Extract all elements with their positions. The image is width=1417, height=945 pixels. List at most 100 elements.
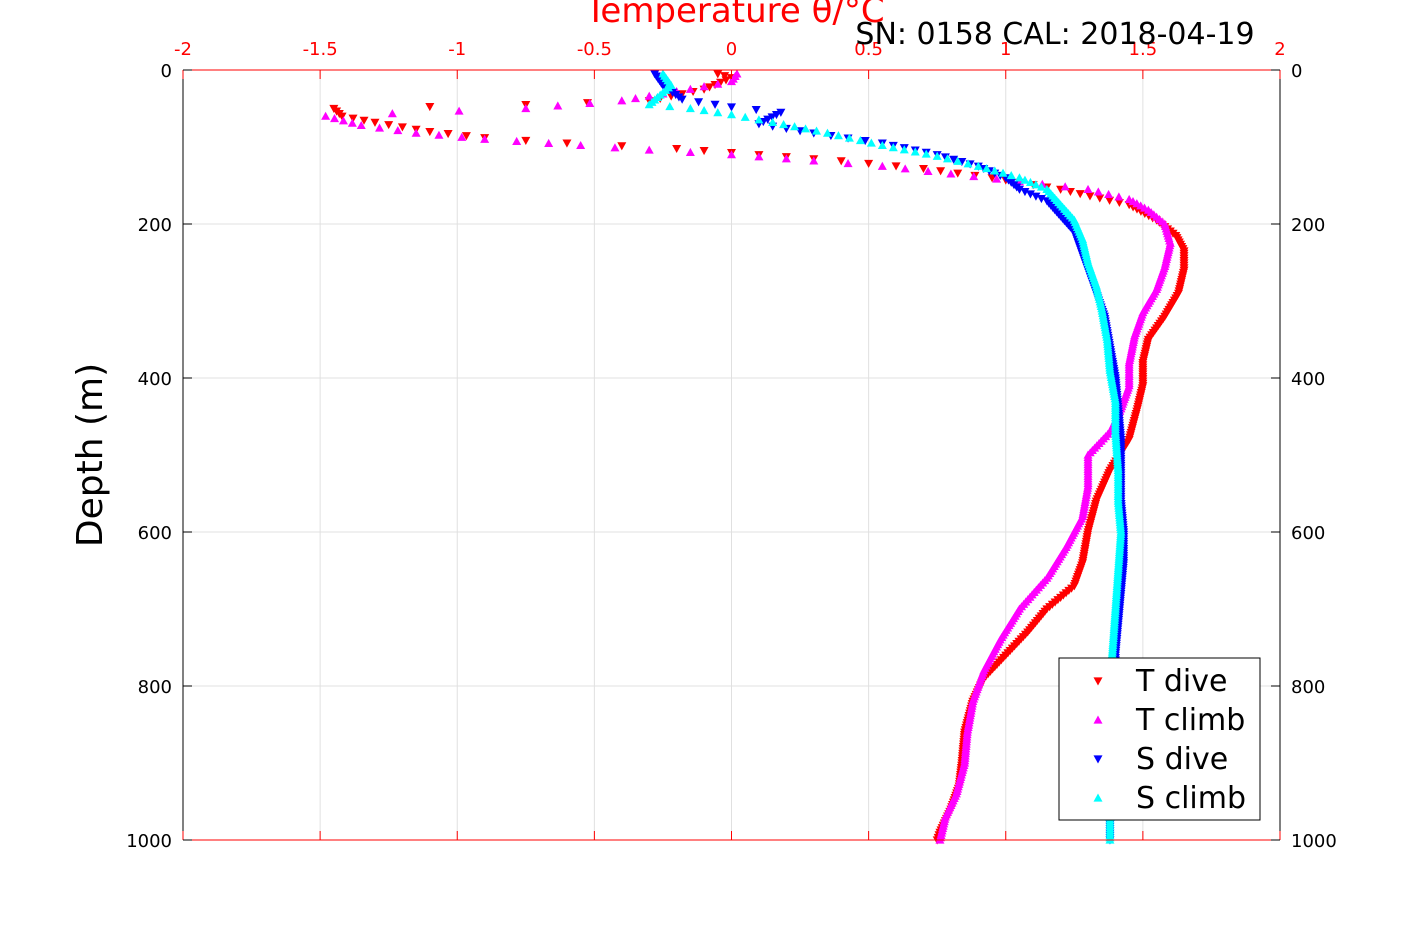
data-point [1031,192,1041,201]
data-point [694,98,704,107]
data-point [888,143,898,152]
y-axis-label: Depth (m) [70,363,111,547]
legend-marker [1093,793,1103,802]
data-point [685,104,695,113]
data-point [721,76,731,85]
data-point [512,136,522,145]
data-point [585,98,595,107]
data-point [685,84,695,93]
data-point [562,139,572,148]
data-point [699,146,709,156]
data-point [644,145,654,154]
data-point [963,159,973,168]
data-point [740,112,750,121]
data-point [781,154,791,163]
y-tick-label-right: 0 [1291,61,1302,82]
data-point [434,130,444,139]
legend: T dive T climb S dive S climb [1058,657,1261,821]
x-tick-label: 1 [1000,39,1011,60]
legend-label: T dive [1135,664,1227,699]
data-point [1025,190,1035,199]
data-point [699,106,709,115]
data-point [713,108,723,117]
data-point [644,100,654,109]
data-point [855,136,865,145]
data-point [923,166,933,175]
data-point [932,151,942,160]
data-point [337,112,347,121]
y-tick-label-left: 200 [138,215,172,236]
data-point [776,108,786,117]
data-point [891,162,901,171]
data-point [763,115,773,124]
data-point [771,111,781,120]
data-point [347,118,357,127]
data-point [921,149,931,158]
data-point [1075,190,1085,199]
data-point [768,117,778,126]
y-tick-label-left: 1000 [126,831,172,852]
data-point [457,132,467,141]
data-point [705,83,715,92]
data-point [617,142,627,151]
y-tick-label-left: 400 [138,369,172,390]
series-t-dive [329,70,1189,845]
data-point [1093,187,1103,196]
data-point [877,140,887,150]
data-point [877,161,887,170]
data-point [727,103,736,112]
legend-box [1058,657,1261,821]
data-point [982,164,992,173]
data-point [1085,192,1095,201]
legend-marker [1093,677,1103,686]
data-point [710,100,720,109]
data-point [425,128,435,137]
x-tick-label: -1.5 [303,39,338,60]
data-point [809,156,819,165]
series-t-climb [321,69,1175,844]
data-point [969,172,979,181]
y-tick-label-right: 1000 [1291,831,1337,852]
chart-subtitle: SN: 0158 CAL: 2018-04-19 [855,17,1254,52]
data-point [1006,170,1016,180]
data-point [685,147,695,156]
data-point [338,116,348,125]
legend-label: T climb [1135,703,1245,738]
data-point [918,164,928,174]
data-point [644,91,654,100]
data-point [393,126,403,135]
data-point [387,109,397,118]
data-point [990,166,1000,175]
data-point [727,110,736,119]
y-tick-label-right: 200 [1291,215,1325,236]
x-tick-label: -1 [448,39,466,60]
axes [182,69,1281,841]
data-point [665,102,675,111]
data-point [866,138,876,147]
data-point [576,140,586,150]
data-point [359,116,369,125]
data-point [1104,189,1114,198]
legend-label: S climb [1136,781,1246,816]
data-point [812,126,822,135]
data-point [1114,192,1124,201]
data-point [936,167,946,176]
data-point [443,130,453,139]
data-point [727,77,736,86]
chart-title: Temperature θ/°C [584,0,884,31]
data-point [375,123,385,132]
data-point [356,120,366,130]
x-tick-label: 0 [726,39,737,60]
data-point [1083,184,1093,193]
data-point [860,137,870,146]
data-point [992,174,1002,183]
data-point [617,96,627,105]
data-point [1036,194,1046,204]
data-point [521,136,531,145]
data-point [779,120,789,129]
data-point [699,82,709,91]
data-point [900,164,910,173]
data-point [631,93,641,103]
